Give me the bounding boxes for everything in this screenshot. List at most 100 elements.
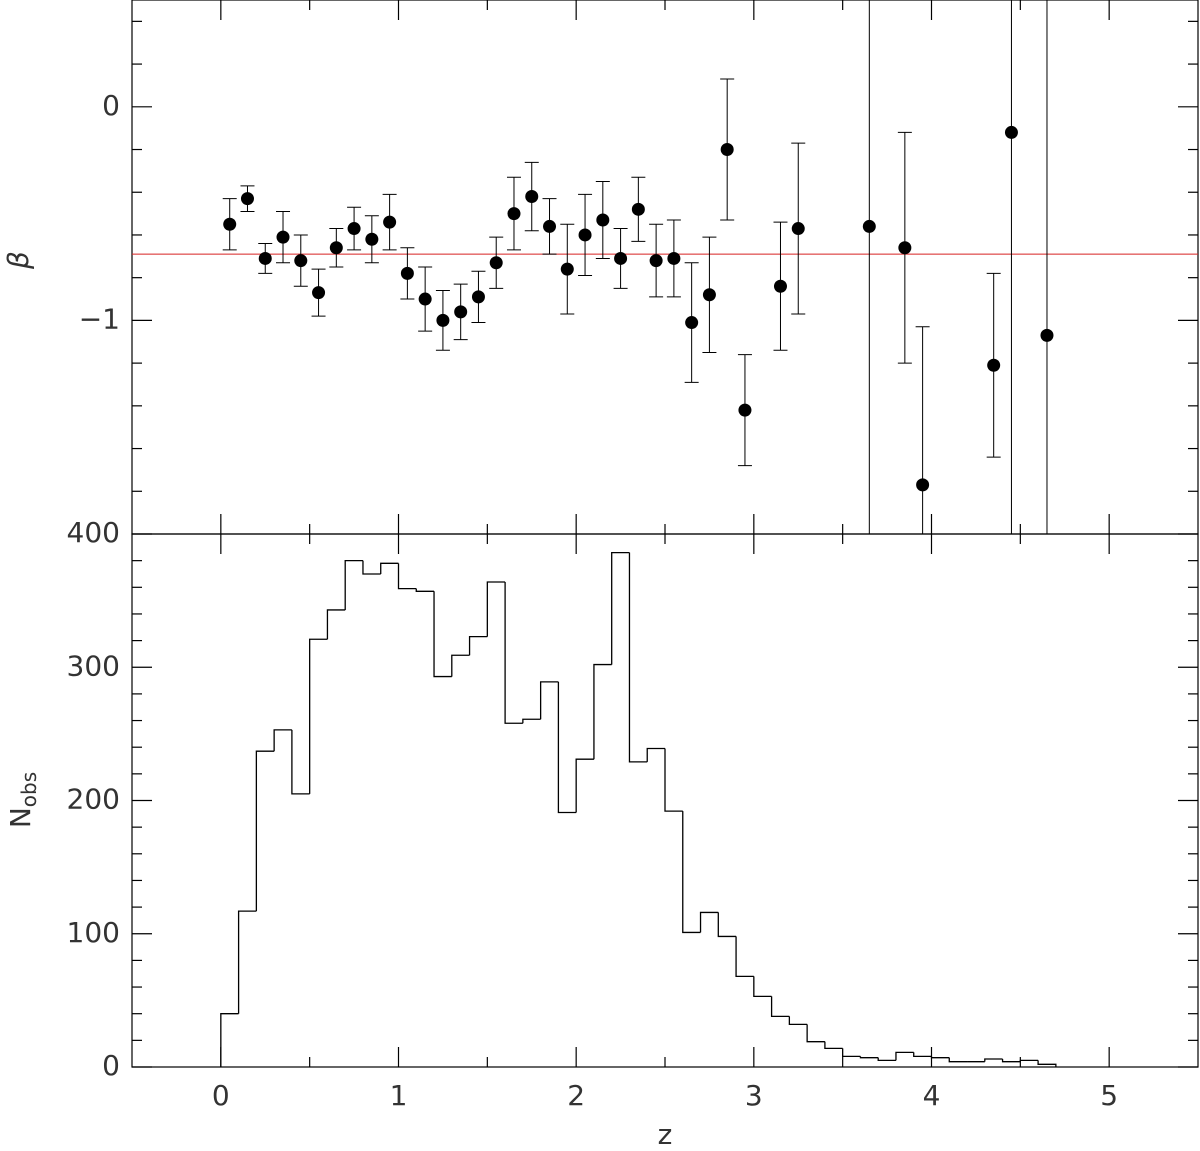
x-tick-label: 0 [212,1079,230,1112]
data-point [383,215,397,229]
y-tick-label: 200 [67,783,120,816]
data-point [596,213,610,227]
histogram-bin [770,996,790,1018]
data-point [738,403,752,417]
data-point [400,266,414,280]
histogram-bin [451,654,470,677]
histogram-bin [237,910,257,1014]
histogram-bin [877,1057,896,1061]
histogram-bin [913,1052,932,1057]
data-point [720,143,734,157]
histogram-bin [646,747,665,762]
x-tick-label: 5 [1100,1079,1118,1112]
histogram-bin [895,1051,914,1061]
data-point [631,202,645,216]
data-point [276,230,290,244]
y-tick-label: 300 [67,649,120,682]
histogram-bin [504,581,523,724]
data-point [543,219,557,233]
data-point [560,262,574,276]
histogram-bin [824,1041,843,1049]
histogram-bin [682,811,701,934]
data-point [312,286,326,300]
data-point [1040,328,1054,342]
data-point [525,190,539,204]
histogram-bin [362,560,381,575]
histogram-bin [1001,1059,1021,1063]
histogram-bin [717,912,737,938]
data-point [685,316,699,330]
histogram-bin [291,729,310,795]
data-point [773,279,787,293]
histogram-bin [628,552,648,763]
histogram-bin [753,976,772,998]
histogram-bin [468,635,488,656]
histogram-bin [593,663,612,760]
data-point [489,256,503,270]
y-tick-label: 400 [67,516,120,549]
x-tick-label: 3 [745,1079,763,1112]
plot-area [132,0,1198,534]
histogram-bin [575,758,594,813]
histogram-bin [984,1058,1003,1062]
error-bar [868,0,870,534]
error-bar [1046,0,1048,534]
data-point [614,251,628,265]
data-point [365,232,379,246]
histogram-bin [380,562,399,574]
data-point [329,241,343,255]
histogram-bin [522,718,541,724]
histogram-bin [309,638,328,794]
y-tick-label: 100 [67,916,120,949]
data-point [667,251,681,265]
data-point [418,292,432,306]
data-point [471,290,485,304]
histogram-bin [1037,1060,1057,1067]
histogram-bin [273,729,292,752]
data-point [223,217,237,231]
histogram-bin [699,911,719,933]
data-point [898,241,912,255]
x-tick-label: 2 [567,1079,585,1112]
data-point [916,478,930,492]
histogram-bin [557,681,577,814]
data-point [294,254,308,268]
data-point [436,313,450,327]
histogram-bin [433,591,452,678]
y-axis-label: Nobs [4,772,41,828]
data-point [347,222,361,236]
data-point [240,192,254,206]
y-axis-label-main: N [4,807,37,828]
data-point [1004,125,1018,139]
plot-frame [131,0,1199,535]
histogram-bin [1019,1059,1039,1062]
histogram-bin [948,1057,968,1063]
y-axis-label-sub: obs [17,772,41,807]
x-tick-label: 4 [923,1079,941,1112]
histogram-bin [415,588,435,592]
data-point [862,219,876,233]
y-axis-label: β [2,251,35,270]
data-point [507,207,521,221]
x-tick-label: 1 [390,1079,408,1112]
y-tick-label: −1 [79,302,120,335]
histogram-bin [842,1048,861,1057]
histogram-bin [611,552,630,665]
histogram-bin [397,563,417,590]
histogram-bin [344,560,363,610]
histogram-bin [539,681,559,720]
x-axis-label: z [658,1118,673,1151]
histogram-bin [255,750,275,912]
histogram-bin [788,1016,808,1026]
histogram-bin [735,936,754,978]
histogram-bin [486,581,506,637]
error-bar [1010,0,1012,534]
y-tick-label: 0 [102,1049,120,1082]
y-tick-label: 0 [102,89,120,122]
data-point [987,358,1001,372]
data-point [578,228,592,242]
data-point [454,305,468,319]
data-point [258,251,272,265]
histogram-bin [930,1056,950,1059]
